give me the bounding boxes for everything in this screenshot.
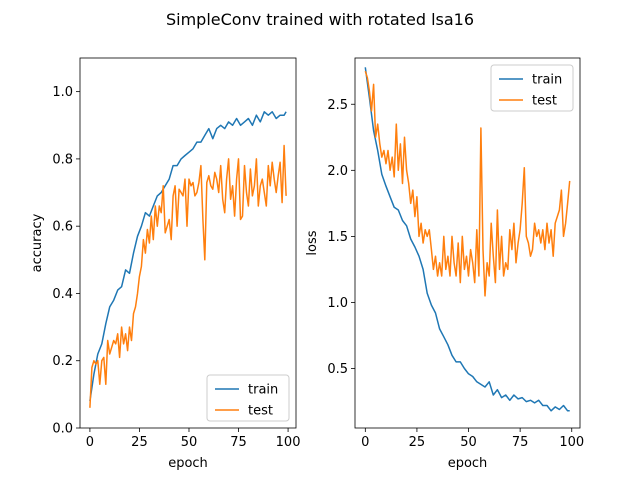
accuracy-y-tick-label: 0.2	[52, 354, 73, 369]
accuracy-x-tick-label: 100	[276, 435, 301, 450]
accuracy-x-tick-label: 75	[230, 435, 247, 450]
accuracy-legend-label-test: test	[248, 404, 273, 419]
loss-axes-frame	[354, 57, 581, 429]
loss-x-tick-label: 50	[460, 435, 477, 450]
loss-subplot: 0 25 50 75 100 0.5 1.0 1.5 2.0 2.5 epoch loss tra…	[305, 57, 584, 471]
loss-x-tick-label: 25	[409, 435, 426, 450]
accuracy-y-tick-label: 0.4	[52, 287, 73, 302]
accuracy-plot-lines	[89, 111, 287, 408]
loss-y-axis-label: loss	[305, 230, 320, 255]
accuracy-test-line	[89, 144, 287, 408]
accuracy-axes-border	[79, 57, 297, 429]
figure-title: SimpleConv trained with rotated lsa16	[166, 10, 474, 29]
loss-y-tick-label: 2.5	[327, 98, 348, 113]
loss-x-tick-label: 75	[512, 435, 529, 450]
loss-axes-border	[354, 57, 581, 429]
accuracy-x-tick-label: 25	[131, 435, 148, 450]
loss-legend-label-test: test	[532, 94, 557, 109]
accuracy-y-tick-label: 0.6	[52, 220, 73, 235]
loss-y-tick-label: 1.5	[327, 230, 348, 245]
accuracy-legend-label-train: train	[248, 383, 278, 398]
loss-x-tick-label: 0	[361, 435, 369, 450]
loss-y-tick-label: 0.5	[327, 362, 348, 377]
accuracy-train-line	[89, 111, 287, 402]
accuracy-x-axis-label: epoch	[168, 456, 208, 471]
loss-legend: train test	[490, 64, 574, 112]
loss-ticks: 0 25 50 75 100 0.5 1.0 1.5 2.0 2.5	[327, 98, 584, 450]
accuracy-y-tick-label: 0.0	[52, 422, 73, 437]
loss-y-tick-label: 2.0	[327, 164, 348, 179]
loss-x-axis-label: epoch	[448, 456, 488, 471]
accuracy-ticks: 0 25 50 75 100 0.0 0.2 0.4 0.6 0.8 1.0	[52, 85, 300, 450]
loss-x-tick-label: 100	[559, 435, 584, 450]
accuracy-x-tick-label: 50	[181, 435, 198, 450]
accuracy-y-axis-label: accuracy	[30, 213, 45, 272]
loss-y-tick-label: 1.0	[327, 296, 348, 311]
loss-train-line	[364, 67, 570, 412]
accuracy-axes-frame	[79, 57, 297, 429]
accuracy-legend: train test	[206, 374, 290, 422]
loss-legend-label-train: train	[532, 73, 562, 88]
loss-test-line	[364, 70, 571, 297]
accuracy-y-tick-label: 0.8	[52, 152, 73, 167]
accuracy-subplot: 0 25 50 75 100 0.0 0.2 0.4 0.6 0.8 1.0 epoch accur…	[30, 57, 300, 471]
loss-plot-lines	[364, 67, 571, 412]
accuracy-y-tick-label: 1.0	[52, 85, 73, 100]
accuracy-x-tick-label: 0	[86, 435, 94, 450]
